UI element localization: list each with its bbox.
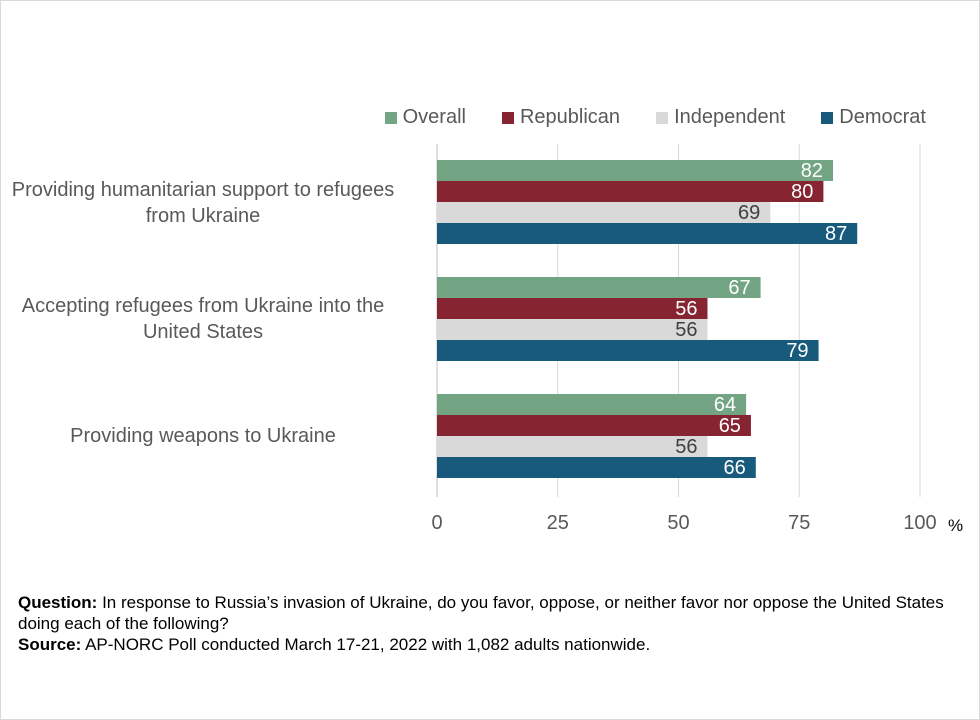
- data-label: 69: [738, 202, 760, 224]
- category-label-line: Providing weapons to Ukraine: [70, 425, 336, 447]
- bar: [437, 298, 708, 319]
- bar: [437, 277, 761, 298]
- x-tick-label: 0: [431, 512, 442, 534]
- bar: [437, 319, 708, 340]
- data-label: 56: [675, 436, 697, 458]
- x-axis-unit: %: [948, 516, 963, 535]
- legend-item-overall: Overall: [384, 106, 466, 129]
- legend-label-democrat: Democrat: [839, 106, 926, 128]
- data-label: 87: [825, 223, 847, 245]
- bar: [437, 181, 824, 202]
- bar: [437, 223, 858, 244]
- legend-swatch-independent: [656, 111, 669, 124]
- legend-swatch-democrat: [821, 111, 834, 124]
- legend-swatch-republican: [501, 111, 514, 124]
- legend-label-independent: Independent: [674, 106, 786, 128]
- legend-item-independent: Independent: [656, 106, 785, 129]
- category-label-line: Providing humanitarian support to refuge…: [11, 179, 395, 201]
- source-note: Source: AP-NORC Poll conducted March 17-…: [18, 634, 962, 655]
- x-tick-label: 25: [547, 512, 569, 534]
- source-label: Source:: [18, 635, 82, 654]
- footer-notes: Question: In response to Russia’s invasi…: [18, 592, 962, 655]
- bar: [437, 340, 819, 361]
- legend-label-republican: Republican: [519, 106, 621, 128]
- category-label-accepting-refugees: Accepting refugees from Ukraine into the…: [0, 293, 418, 345]
- bar: [437, 160, 834, 181]
- x-tick-label: 100: [903, 512, 936, 534]
- legend-item-democrat: Democrat: [821, 106, 926, 129]
- category-label-line: from Ukraine: [145, 205, 261, 227]
- data-label: 66: [724, 457, 746, 479]
- bar: [437, 457, 756, 478]
- data-label: 56: [675, 319, 697, 341]
- question-label: Question:: [18, 593, 98, 612]
- data-label: 56: [675, 298, 697, 320]
- source-text: AP-NORC Poll conducted March 17-21, 2022…: [85, 635, 651, 654]
- data-label: 64: [714, 394, 736, 416]
- data-label: 65: [719, 415, 741, 437]
- x-tick-label: 75: [788, 512, 810, 534]
- data-label: 67: [728, 277, 750, 299]
- legend-swatch-overall: [384, 111, 397, 124]
- category-label-line: Accepting refugees from Ukraine into the: [21, 295, 385, 317]
- x-tick-label: 50: [667, 512, 689, 534]
- data-label: 80: [791, 181, 813, 203]
- question-text: In response to Russia’s invasion of Ukra…: [18, 593, 944, 633]
- question-note: Question: In response to Russia’s invasi…: [18, 592, 962, 634]
- legend-label-overall: Overall: [402, 106, 466, 128]
- bar: [437, 202, 771, 223]
- category-label-line: United States: [142, 321, 264, 343]
- category-label-humanitarian: Providing humanitarian support to refuge…: [0, 177, 418, 229]
- data-label: 82: [801, 160, 823, 182]
- legend-item-republican: Republican: [501, 106, 621, 129]
- bar: [437, 415, 751, 436]
- bar: [437, 394, 747, 415]
- bar: [437, 436, 708, 457]
- legend: Overall Republican Independent Democrat: [384, 106, 926, 129]
- category-label-weapons: Providing weapons to Ukraine: [0, 423, 418, 449]
- data-label: 79: [786, 340, 808, 362]
